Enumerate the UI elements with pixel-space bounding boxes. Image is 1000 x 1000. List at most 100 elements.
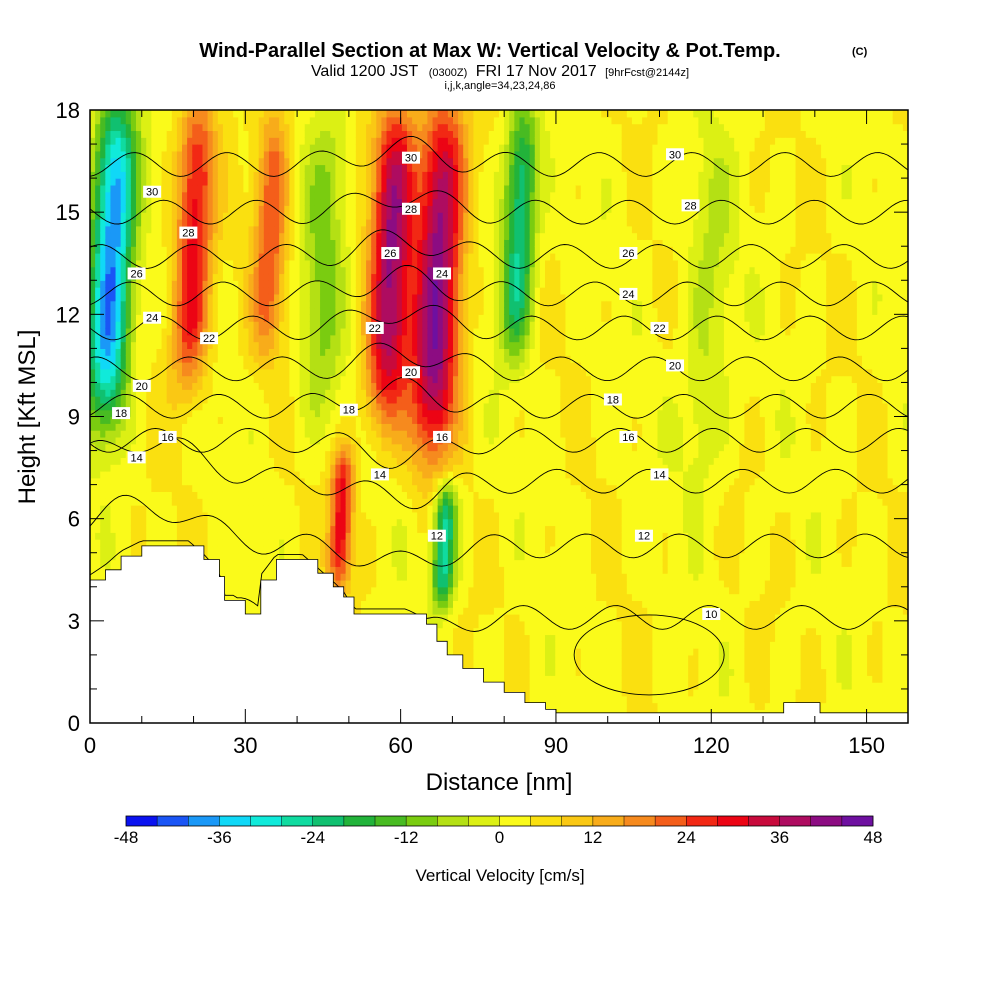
velocity-cell	[166, 402, 173, 411]
velocity-cell	[171, 416, 178, 424]
velocity-cell	[207, 382, 214, 390]
velocity-cell	[90, 423, 96, 431]
velocity-cell	[299, 300, 306, 309]
velocity-cell	[268, 232, 275, 241]
velocity-cell	[253, 280, 260, 288]
velocity-cell	[192, 348, 198, 356]
velocity-cell	[146, 450, 152, 458]
velocity-cell	[253, 573, 260, 581]
velocity-cell	[325, 525, 331, 533]
velocity-cell	[141, 123, 147, 132]
velocity-cell	[320, 477, 326, 486]
velocity-cell	[253, 225, 260, 234]
velocity-cell	[125, 205, 132, 213]
velocity-cell	[340, 368, 347, 377]
velocity-cell	[320, 355, 326, 363]
velocity-cell	[253, 198, 260, 206]
velocity-cell	[151, 491, 158, 499]
velocity-cell	[182, 280, 188, 288]
velocity-cell	[182, 470, 188, 479]
velocity-cell	[202, 532, 209, 540]
velocity-cell	[95, 518, 101, 527]
velocity-cell	[366, 232, 372, 241]
velocity-cell	[243, 436, 250, 445]
velocity-cell	[217, 150, 224, 159]
velocity-cell	[222, 375, 229, 384]
velocity-cell	[207, 259, 214, 268]
velocity-cell	[340, 416, 347, 424]
velocity-cell	[243, 314, 250, 322]
velocity-cell	[217, 171, 224, 179]
velocity-cell	[299, 470, 306, 479]
velocity-cell	[366, 396, 372, 404]
velocity-cell	[207, 457, 214, 465]
velocity-cell	[294, 232, 301, 241]
velocity-cell	[350, 150, 357, 159]
velocity-cell	[253, 450, 260, 458]
velocity-cell	[304, 157, 311, 166]
velocity-cell	[105, 505, 112, 513]
velocity-cell	[268, 314, 275, 322]
velocity-cell	[222, 307, 229, 315]
velocity-cell	[294, 430, 301, 438]
velocity-cell	[90, 484, 96, 493]
velocity-cell	[125, 253, 132, 261]
velocity-cell	[187, 116, 193, 125]
velocity-cell	[284, 232, 290, 241]
velocity-cell	[222, 287, 229, 295]
velocity-cell	[289, 232, 296, 241]
velocity-cell	[176, 416, 183, 424]
velocity-cell	[222, 123, 229, 132]
velocity-cell	[110, 150, 117, 159]
velocity-cell	[136, 470, 142, 479]
velocity-cell	[146, 409, 152, 418]
velocity-cell	[253, 389, 260, 397]
velocity-cell	[146, 348, 152, 356]
velocity-cell	[289, 436, 296, 445]
velocity-cell	[345, 586, 352, 595]
velocity-cell	[314, 321, 321, 329]
velocity-cell	[350, 552, 357, 561]
velocity-cell	[161, 157, 168, 166]
velocity-cell	[100, 150, 106, 159]
velocity-cell	[314, 457, 321, 465]
velocity-cell	[258, 402, 265, 411]
velocity-cell	[355, 477, 362, 486]
velocity-cell	[345, 307, 352, 315]
velocity-cell	[120, 321, 127, 329]
velocity-cell	[248, 375, 255, 384]
velocity-cell	[207, 253, 214, 261]
velocity-cell	[120, 362, 127, 370]
velocity-cell	[207, 552, 214, 561]
velocity-cell	[238, 552, 244, 561]
velocity-cell	[299, 253, 306, 261]
velocity-cell	[228, 477, 234, 486]
velocity-cell	[222, 144, 229, 152]
velocity-cell	[130, 218, 137, 227]
velocity-cell	[171, 259, 178, 268]
velocity-cell	[274, 436, 280, 445]
velocity-cell	[151, 178, 158, 186]
velocity-cell	[156, 416, 163, 424]
velocity-cell	[350, 511, 357, 520]
velocity-cell	[161, 327, 168, 336]
velocity-cell	[304, 266, 311, 275]
velocity-cell	[238, 164, 244, 172]
velocity-cell	[146, 178, 152, 186]
velocity-cell	[90, 334, 96, 343]
velocity-cell	[182, 430, 188, 438]
velocity-cell	[105, 191, 112, 200]
velocity-cell	[243, 464, 250, 472]
velocity-cell	[228, 409, 234, 418]
velocity-cell	[243, 552, 250, 561]
velocity-cell	[136, 150, 142, 159]
velocity-cell	[90, 273, 96, 281]
velocity-cell	[151, 144, 158, 152]
velocity-cell	[110, 430, 117, 438]
velocity-cell	[125, 375, 132, 384]
velocity-cell	[279, 491, 285, 499]
velocity-cell	[340, 355, 347, 363]
velocity-cell	[248, 396, 255, 404]
velocity-cell	[233, 137, 239, 145]
velocity-cell	[95, 218, 101, 227]
